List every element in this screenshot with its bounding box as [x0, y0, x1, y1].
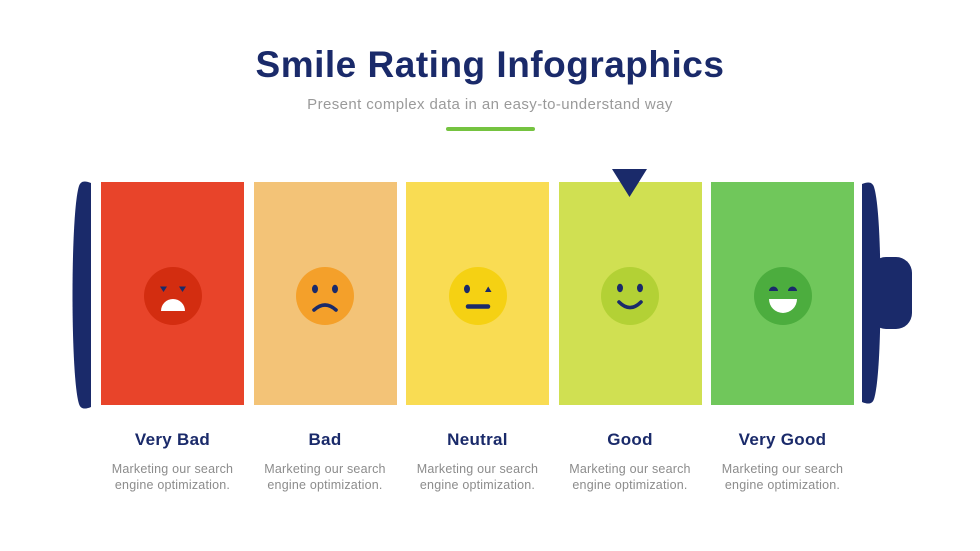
rating-label: Very Good [738, 430, 827, 449]
rating-column-good: Good Marketing our search engine optimiz… [559, 430, 702, 493]
battery-right-cap-with-terminal [862, 182, 912, 404]
angry-face-icon [143, 267, 202, 325]
neutral-face-icon [448, 267, 507, 325]
rating-panel-very-bad [101, 182, 244, 405]
rating-panel-neutral [406, 182, 549, 405]
rating-panels [101, 182, 854, 405]
battery-left-cap [72, 181, 91, 409]
rating-label: Very Bad [134, 430, 211, 449]
page-subtitle: Present complex data in an easy-to-under… [307, 96, 673, 113]
rating-description: Marketing our search engine optimization… [111, 462, 234, 492]
rating-label: Neutral [447, 430, 508, 449]
smile-face-icon [601, 267, 659, 325]
rating-description: Marketing our search engine optimization… [416, 462, 539, 492]
battery-terminal-nub [870, 257, 912, 329]
rating-column-very-good: Very Good Marketing our search engine op… [711, 430, 854, 493]
sad-face-icon [296, 267, 354, 325]
rating-description: Marketing our search engine optimization… [264, 462, 386, 492]
rating-column-very-bad: Very Bad Marketing our search engine opt… [101, 430, 244, 493]
rating-panel-very-good [711, 182, 854, 405]
rating-column-neutral: Neutral Marketing our search engine opti… [406, 430, 549, 493]
rating-panel-bad [253, 182, 397, 405]
page-title: Smile Rating Infographics [255, 44, 725, 85]
rating-labels-row: Very Bad Marketing our search engine opt… [101, 430, 854, 493]
rating-panel-good [558, 182, 702, 405]
rating-label: Bad [308, 430, 342, 449]
title-underline-accent [446, 127, 535, 131]
rating-description: Marketing our search engine optimization… [721, 462, 844, 492]
grin-face-icon [753, 267, 812, 325]
rating-description: Marketing our search engine optimization… [569, 462, 691, 492]
selected-rating-pointer-icon [612, 169, 647, 197]
rating-label: Good [607, 430, 653, 449]
rating-column-bad: Bad Marketing our search engine optimiza… [254, 430, 397, 493]
